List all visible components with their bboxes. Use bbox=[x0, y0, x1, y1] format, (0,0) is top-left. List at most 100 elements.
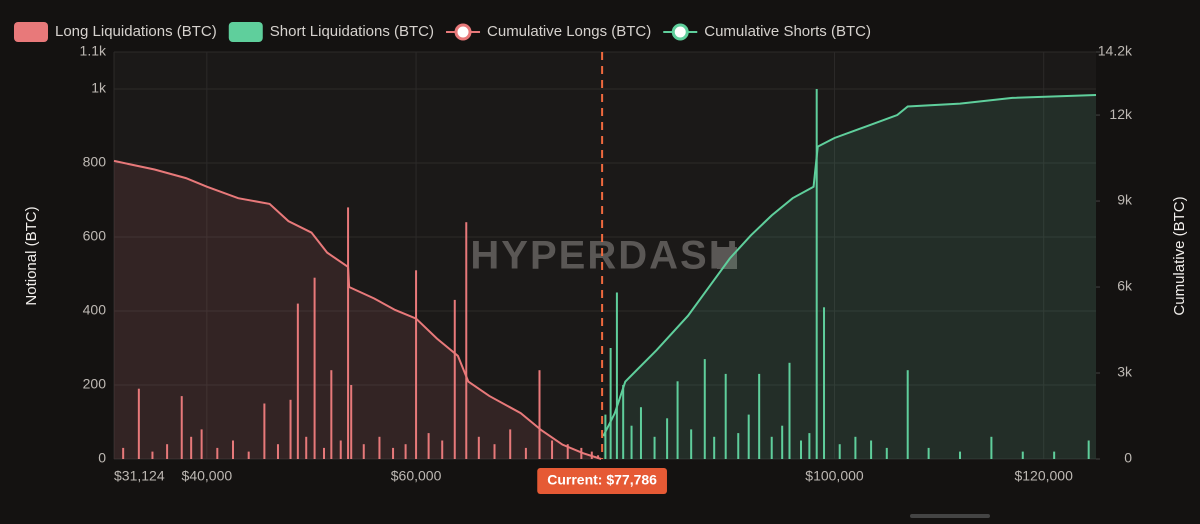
y-tick-label: 1k bbox=[91, 80, 107, 96]
legend-label[interactable]: Cumulative Longs (BTC) bbox=[487, 23, 651, 40]
bar bbox=[166, 444, 169, 459]
bar bbox=[509, 429, 512, 459]
bar bbox=[305, 436, 308, 459]
bar bbox=[151, 451, 154, 459]
bar bbox=[666, 418, 669, 459]
bar bbox=[247, 451, 250, 459]
bar bbox=[551, 440, 554, 459]
bar bbox=[362, 444, 365, 459]
legend-swatch bbox=[14, 22, 48, 42]
bar bbox=[604, 414, 607, 459]
y-axis-title: Notional (BTC) bbox=[23, 206, 40, 305]
y2-tick-label: 14.2k bbox=[1098, 43, 1133, 59]
bar bbox=[339, 440, 342, 459]
y2-axis-title: Cumulative (BTC) bbox=[1171, 196, 1188, 315]
bar bbox=[788, 362, 791, 459]
legend-label[interactable]: Cumulative Shorts (BTC) bbox=[704, 23, 871, 40]
bar bbox=[885, 447, 888, 459]
bar bbox=[453, 299, 456, 459]
bar bbox=[639, 407, 642, 459]
bar bbox=[190, 436, 193, 459]
bar bbox=[906, 370, 909, 459]
bar bbox=[653, 436, 656, 459]
bar bbox=[477, 436, 480, 459]
legend-label[interactable]: Short Liquidations (BTC) bbox=[270, 23, 434, 40]
bar bbox=[747, 414, 750, 459]
bar bbox=[713, 436, 716, 459]
bar bbox=[200, 429, 203, 459]
y2-tick-label: 0 bbox=[1124, 450, 1132, 466]
bar bbox=[703, 359, 706, 459]
bar bbox=[415, 270, 418, 459]
bar bbox=[622, 385, 625, 459]
y-tick-label: 600 bbox=[83, 228, 107, 244]
bar bbox=[216, 447, 219, 459]
bar bbox=[137, 388, 140, 459]
line bbox=[602, 93, 1097, 437]
x-tick-label: $60,000 bbox=[391, 468, 442, 484]
bar bbox=[1087, 440, 1090, 459]
bar bbox=[296, 303, 299, 459]
scrollbar[interactable] bbox=[910, 514, 990, 518]
bar bbox=[350, 385, 353, 459]
bar bbox=[231, 440, 234, 459]
bar bbox=[1021, 451, 1024, 459]
y-tick-label: 1.1k bbox=[80, 43, 107, 59]
bar bbox=[690, 429, 693, 459]
bar bbox=[737, 433, 740, 459]
bar bbox=[959, 451, 962, 459]
x-tick-label: $120,000 bbox=[1014, 468, 1073, 484]
y-tick-label: 800 bbox=[83, 154, 107, 170]
bar bbox=[347, 207, 350, 459]
bar bbox=[524, 447, 527, 459]
bar bbox=[180, 396, 183, 459]
bar bbox=[276, 444, 279, 459]
bar bbox=[538, 370, 541, 459]
bar bbox=[630, 425, 633, 459]
bar bbox=[566, 444, 569, 459]
legend-label[interactable]: Long Liquidations (BTC) bbox=[55, 23, 217, 40]
current-label-box bbox=[537, 468, 667, 494]
legend-swatch bbox=[671, 23, 689, 41]
legend-swatch bbox=[228, 22, 263, 42]
bar bbox=[838, 444, 841, 459]
line bbox=[113, 159, 602, 460]
bar bbox=[870, 440, 873, 459]
y-tick-label: 400 bbox=[83, 302, 107, 318]
bar bbox=[808, 433, 811, 459]
bar bbox=[122, 447, 125, 459]
bar bbox=[927, 447, 930, 459]
bar bbox=[465, 222, 468, 459]
bar bbox=[781, 425, 784, 459]
bar bbox=[758, 373, 761, 459]
y-tick-label: 0 bbox=[98, 450, 106, 466]
x-tick-label: $31,124 bbox=[114, 468, 165, 484]
bar bbox=[313, 277, 316, 459]
bar bbox=[615, 292, 618, 459]
bar bbox=[609, 348, 612, 459]
x-tick-label: $100,000 bbox=[805, 468, 864, 484]
bar bbox=[404, 444, 407, 459]
current-label: Current: $77,786 bbox=[547, 472, 657, 488]
bar bbox=[378, 436, 381, 459]
bar bbox=[441, 440, 444, 459]
bar bbox=[427, 433, 430, 459]
bar bbox=[724, 373, 727, 459]
plot-area bbox=[114, 52, 1096, 459]
bar bbox=[323, 447, 326, 459]
bar bbox=[990, 436, 993, 459]
y-tick-label: 200 bbox=[83, 376, 107, 392]
bar bbox=[854, 436, 857, 459]
bar bbox=[289, 399, 292, 459]
bar bbox=[823, 307, 826, 459]
bar bbox=[800, 440, 803, 459]
legend: Long Liquidations (BTC) Short Liquidation… bbox=[14, 22, 871, 42]
y2-tick-label: 12k bbox=[1109, 106, 1133, 122]
bar bbox=[1053, 451, 1056, 459]
bar bbox=[493, 444, 496, 459]
bar bbox=[770, 436, 773, 459]
bar bbox=[263, 403, 266, 459]
y2-tick-label: 6k bbox=[1117, 278, 1133, 294]
bar bbox=[676, 381, 679, 459]
